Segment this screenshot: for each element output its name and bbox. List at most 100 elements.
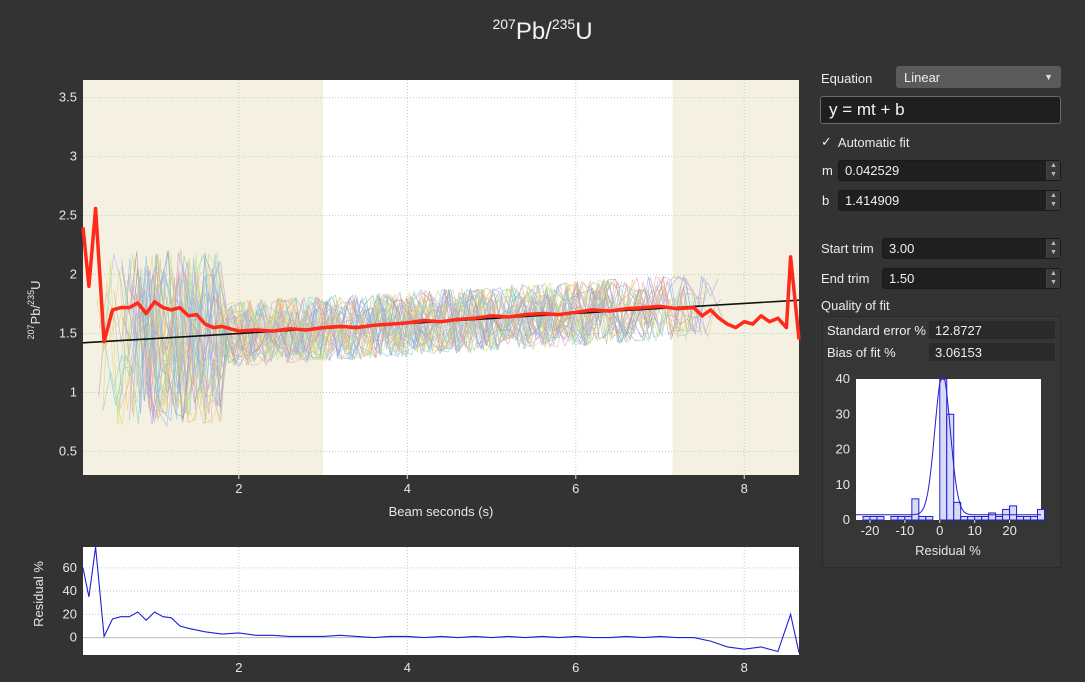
histogram-bar xyxy=(1016,515,1025,521)
m-input[interactable]: 0.042529 ▲ ▼ xyxy=(838,160,1061,181)
x-tick-label: 4 xyxy=(404,660,411,675)
y-tick-label: 30 xyxy=(836,406,850,421)
y-tick-label: 1.5 xyxy=(59,326,77,341)
histogram-bar xyxy=(960,515,969,521)
histogram-bar xyxy=(974,515,983,521)
histogram-bar xyxy=(925,515,934,521)
bias-label: Bias of fit % xyxy=(827,345,896,360)
x-tick-label: 20 xyxy=(1002,523,1016,538)
end-trim-value: 1.50 xyxy=(889,271,915,286)
spin-up-icon: ▲ xyxy=(1050,161,1057,169)
x-tick-label: 2 xyxy=(235,481,242,496)
quality-of-fit-label: Quality of fit xyxy=(821,298,890,313)
histogram-bar xyxy=(890,515,899,521)
y-tick-label: 0 xyxy=(843,512,850,527)
equation-dropdown[interactable]: Linear ▼ xyxy=(896,66,1061,88)
histogram-bar xyxy=(862,515,871,521)
residual-histogram[interactable]: -20 -10 0 10 20 0 10 20 30 40 Residual % xyxy=(823,371,1060,567)
automatic-fit-checkbox[interactable]: ✓ Automatic fit xyxy=(821,134,909,150)
x-axis-label: Beam seconds (s) xyxy=(389,504,494,519)
chevron-down-icon: ▼ xyxy=(1044,72,1053,82)
y-tick-label: 0.5 xyxy=(59,443,77,458)
x-tick-label: 8 xyxy=(741,481,748,496)
spot-trace xyxy=(132,268,725,422)
y-tick-label: 60 xyxy=(63,560,77,575)
spot-trace xyxy=(117,276,717,414)
y-axis-label: 207Pb/235U xyxy=(26,281,43,340)
b-value: 1.414909 xyxy=(845,193,900,208)
trim-region xyxy=(83,80,324,475)
histogram-bar xyxy=(1030,515,1039,521)
automatic-fit-label: Automatic fit xyxy=(837,134,910,150)
y-tick-label: 40 xyxy=(836,371,850,386)
y-tick-label: 2.5 xyxy=(59,208,77,223)
y-tick-label: 40 xyxy=(63,583,77,598)
residual-plot[interactable]: 2 4 6 8 0 20 40 60 Residual % xyxy=(0,540,810,682)
spot-trace xyxy=(121,259,623,394)
spin-up-icon: ▲ xyxy=(1050,239,1057,247)
x-tick-label: 6 xyxy=(572,481,579,496)
histogram-bar xyxy=(869,515,878,521)
x-tick-label: -20 xyxy=(861,523,880,538)
histogram-bar xyxy=(1009,505,1018,521)
histogram-bar xyxy=(904,515,913,521)
spin-up-icon: ▲ xyxy=(1050,269,1057,277)
histogram-bar xyxy=(953,501,962,521)
y-tick-label: 10 xyxy=(836,477,850,492)
equation-value: Linear xyxy=(904,69,941,85)
start-trim-label: Start trim xyxy=(821,241,874,256)
quality-of-fit-panel: Standard error % 12.8727 Bias of fit % 3… xyxy=(822,316,1061,568)
spot-trace xyxy=(139,269,724,380)
spin-down-icon: ▼ xyxy=(1050,279,1057,287)
histogram-bar xyxy=(939,378,948,521)
start-trim-value: 3.00 xyxy=(889,241,915,256)
residual-line xyxy=(82,546,800,653)
spin-up-icon: ▲ xyxy=(1050,191,1057,199)
residual-plot-area xyxy=(83,547,799,655)
m-stepper[interactable]: ▲ ▼ xyxy=(1046,161,1060,180)
y-tick-label: 3 xyxy=(70,149,77,164)
x-tick-label: 4 xyxy=(404,481,411,496)
m-label: m xyxy=(822,163,833,178)
start-trim-stepper[interactable]: ▲ ▼ xyxy=(1046,239,1060,258)
std-error-label: Standard error % xyxy=(827,323,926,338)
histogram-bar xyxy=(967,515,976,521)
checkmark-icon: ✓ xyxy=(821,134,832,149)
formula-field[interactable]: y = mt + b xyxy=(820,96,1061,124)
spin-down-icon: ▼ xyxy=(1050,201,1057,209)
b-label: b xyxy=(822,193,830,208)
density-curve xyxy=(856,378,1041,516)
plot-title: 207Pb/235U xyxy=(492,16,593,45)
spin-down-icon: ▼ xyxy=(1050,171,1057,179)
x-tick-label: 8 xyxy=(741,660,748,675)
spot-trace xyxy=(142,253,690,415)
end-trim-stepper[interactable]: ▲ ▼ xyxy=(1046,269,1060,288)
x-tick-label: 0 xyxy=(936,523,943,538)
mean-ratio-line xyxy=(81,206,801,344)
y-tick-label: 20 xyxy=(836,442,850,457)
spot-trace xyxy=(126,271,719,407)
histogram-bar xyxy=(911,498,920,521)
b-input[interactable]: 1.414909 ▲ ▼ xyxy=(838,190,1061,211)
histogram-bar xyxy=(981,515,990,521)
start-trim-input[interactable]: 3.00 ▲ ▼ xyxy=(882,238,1061,259)
b-stepper[interactable]: ▲ ▼ xyxy=(1046,191,1060,210)
spin-down-icon: ▼ xyxy=(1050,249,1057,257)
histogram-bar xyxy=(876,515,885,521)
main-plot[interactable]: 2 4 6 8 0.5 1 1.5 2 2.5 3 3.5 Beam seconds (s) 207… xyxy=(0,70,810,530)
bias-value: 3.06153 xyxy=(929,343,1055,361)
x-tick-label: 6 xyxy=(572,660,579,675)
spot-trace xyxy=(140,255,627,412)
end-trim-input[interactable]: 1.50 ▲ ▼ xyxy=(882,268,1061,289)
trim-region xyxy=(672,80,799,475)
x-tick-label: 2 xyxy=(235,660,242,675)
y-tick-label: 3.5 xyxy=(59,90,77,105)
histogram-bar xyxy=(988,512,997,521)
std-error-value: 12.8727 xyxy=(929,321,1055,339)
histogram-bar xyxy=(1023,515,1032,521)
residual-y-axis-label: Residual % xyxy=(31,561,46,627)
histogram-bar xyxy=(995,515,1004,521)
m-value: 0.042529 xyxy=(845,163,900,178)
y-tick-label: 1 xyxy=(70,384,77,399)
y-tick-label: 2 xyxy=(70,267,77,282)
